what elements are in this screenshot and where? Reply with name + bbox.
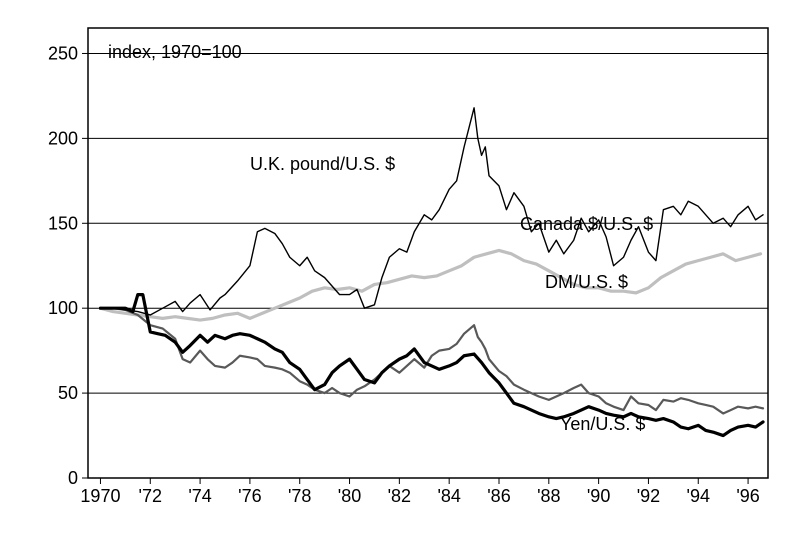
- x-tick-label: '72: [139, 486, 162, 506]
- plot-area: [88, 28, 768, 478]
- y-tick-label: 200: [48, 128, 78, 148]
- x-tick-label: '82: [388, 486, 411, 506]
- y-tick-label: 250: [48, 43, 78, 63]
- series-dm: [100, 308, 763, 413]
- x-tick-label: '78: [288, 486, 311, 506]
- x-tick-label: '74: [188, 486, 211, 506]
- series-label-ukpound: U.K. pound/U.S. $: [250, 154, 395, 174]
- y-tick-label: 0: [68, 468, 78, 488]
- series-yen: [100, 295, 763, 436]
- x-tick-label: '80: [338, 486, 361, 506]
- x-tick-label: '96: [736, 486, 759, 506]
- series-canada: [100, 250, 760, 320]
- y-tick-label: 100: [48, 298, 78, 318]
- x-tick-label: '76: [238, 486, 261, 506]
- x-tick-label: '88: [537, 486, 560, 506]
- chart-svg: 0 50 100 150 200 250 1970 '72 '74 '76 '78 '80 '82 '84…: [0, 0, 800, 536]
- x-tick-label: '90: [587, 486, 610, 506]
- series-label-canada: Canada $/U.S. $: [520, 214, 653, 234]
- series-ukpound: [100, 108, 763, 315]
- x-tick-label: '86: [487, 486, 510, 506]
- x-tick-label: '94: [687, 486, 710, 506]
- y-tick-label: 150: [48, 213, 78, 233]
- series-label-dm: DM/U.S. $: [545, 272, 628, 292]
- index-label: index, 1970=100: [108, 42, 242, 62]
- x-tick-label: '84: [437, 486, 460, 506]
- x-tick-label: '92: [637, 486, 660, 506]
- series-label-yen: Yen/U.S. $: [560, 414, 645, 434]
- y-tick-label: 50: [58, 383, 78, 403]
- x-tick-label: 1970: [80, 486, 120, 506]
- exchange-rate-chart: 0 50 100 150 200 250 1970 '72 '74 '76 '78 '80 '82 '84…: [0, 0, 800, 536]
